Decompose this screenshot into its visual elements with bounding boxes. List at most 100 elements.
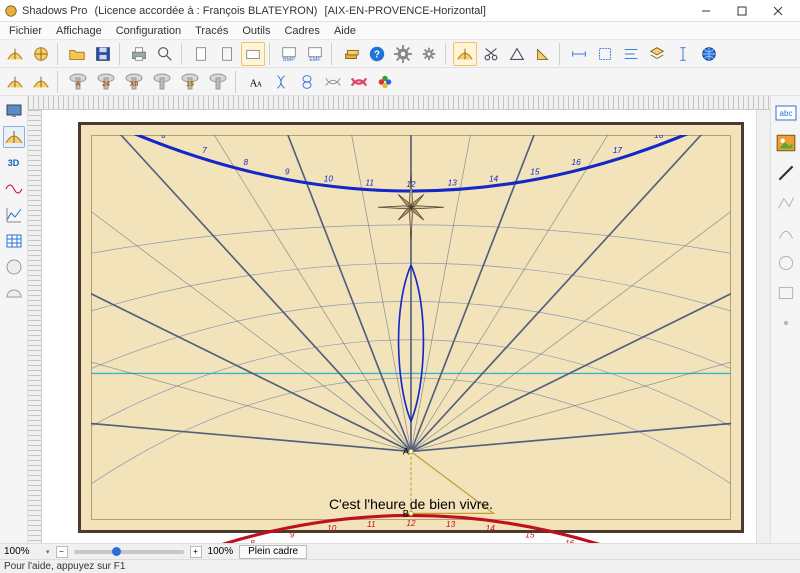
rect-tool-icon[interactable] <box>775 282 797 304</box>
line-tool-icon[interactable] <box>775 162 797 184</box>
thin-arc-icon[interactable] <box>321 70 345 94</box>
zoom-in-button[interactable]: + <box>190 546 202 558</box>
menu-cadres[interactable]: Cadres <box>277 24 326 38</box>
marker-tool-icon[interactable] <box>775 312 797 334</box>
view-screen-icon[interactable] <box>3 100 25 122</box>
text-box-icon[interactable]: abc <box>775 102 797 124</box>
svg-text:abc: abc <box>779 109 792 118</box>
canvas-wrap: 4567891011121314151617181920789101112131… <box>28 96 770 543</box>
page-size-icon[interactable] <box>215 42 239 66</box>
maximize-button[interactable] <box>724 1 760 21</box>
status-bar: Pour l'aide, appuyez sur F1 <box>0 559 800 573</box>
thick-arc-icon[interactable] <box>347 70 371 94</box>
main-area: 3D 4567891011121314151617181920789101112… <box>0 96 800 543</box>
export-bmp-icon[interactable]: BMP <box>277 42 301 66</box>
dim-height-icon[interactable] <box>671 42 695 66</box>
svg-text:16: 16 <box>565 539 575 543</box>
svg-text:8: 8 <box>244 158 249 167</box>
menu-affichage[interactable]: Affichage <box>49 24 109 38</box>
view-sundial-icon[interactable] <box>453 42 477 66</box>
view-protractor-icon[interactable] <box>3 282 25 304</box>
new-astrolabe-icon[interactable] <box>29 42 53 66</box>
svg-text:9: 9 <box>285 168 290 177</box>
settings-advanced-icon[interactable] <box>417 42 441 66</box>
font-style-icon[interactable]: AA <box>243 70 267 94</box>
gnomon-icon[interactable] <box>531 42 555 66</box>
svg-text:12: 12 <box>406 519 416 528</box>
settings-icon[interactable] <box>391 42 415 66</box>
open-icon[interactable] <box>65 42 89 66</box>
polyline-tool-icon[interactable] <box>775 192 797 214</box>
svg-text:13: 13 <box>446 520 456 529</box>
view-table-icon[interactable] <box>3 230 25 252</box>
figure8-icon[interactable] <box>295 70 319 94</box>
hour-arabic-icon[interactable]: A <box>65 70 91 94</box>
new-sundial-icon[interactable] <box>3 42 27 66</box>
titlebar: Shadows Pro (Licence accordée à : Franço… <box>0 0 800 22</box>
thumb-sundial-a-icon[interactable] <box>3 70 27 94</box>
menu-fichier[interactable]: Fichier <box>2 24 49 38</box>
hour-circle-icon[interactable] <box>149 70 175 94</box>
minimize-button[interactable] <box>688 1 724 21</box>
hour-15-icon[interactable]: 15 <box>177 70 203 94</box>
close-button[interactable] <box>760 1 796 21</box>
svg-text:?: ? <box>374 49 380 60</box>
scrollbar-vertical[interactable] <box>756 110 770 543</box>
svg-text:9: 9 <box>290 530 295 539</box>
menu-outils[interactable]: Outils <box>235 24 277 38</box>
motto-text: C'est l'heure de bien vivre. <box>81 496 741 512</box>
hour-blank-icon[interactable] <box>205 70 231 94</box>
status-help-text: Pour l'aide, appuyez sur F1 <box>4 561 125 572</box>
zoom-percent-field[interactable]: 100% <box>4 546 40 557</box>
image-insert-icon[interactable] <box>775 132 797 154</box>
svg-text:14: 14 <box>489 174 499 183</box>
drawing-canvas[interactable]: 4567891011121314151617181920789101112131… <box>42 110 756 543</box>
sundial-frame: 4567891011121314151617181920789101112131… <box>78 122 744 533</box>
thumb-sundial-b-icon[interactable] <box>29 70 53 94</box>
svg-text:8: 8 <box>250 539 255 543</box>
app-name: Shadows Pro <box>22 5 87 17</box>
toolbar-main: BMP EMF? <box>0 40 800 68</box>
view-graph-icon[interactable] <box>3 204 25 226</box>
toolbar-styles: A24XII 15 AA <box>0 68 800 96</box>
view-equation-icon[interactable] <box>3 178 25 200</box>
dim-width-icon[interactable] <box>567 42 591 66</box>
zoom-out-button[interactable]: − <box>56 546 68 558</box>
cut-icon[interactable] <box>479 42 503 66</box>
dim-align-icon[interactable] <box>619 42 643 66</box>
hour-24-icon[interactable]: 24 <box>93 70 119 94</box>
page-landscape-icon[interactable] <box>241 42 265 66</box>
hour-roman-icon[interactable]: XII <box>121 70 147 94</box>
globe-icon[interactable] <box>697 42 721 66</box>
view-3d-icon[interactable]: 3D <box>3 152 25 174</box>
svg-text:11: 11 <box>365 179 374 188</box>
svg-text:BMP: BMP <box>283 57 295 63</box>
svg-text:14: 14 <box>486 524 496 533</box>
right-toolbox: abc <box>770 96 800 543</box>
menu-configuration[interactable]: Configuration <box>109 24 188 38</box>
save-icon[interactable] <box>91 42 115 66</box>
arc-tool-icon[interactable] <box>775 222 797 244</box>
view-sundial-face-icon[interactable] <box>3 126 25 148</box>
print-icon[interactable] <box>127 42 151 66</box>
zoom-slider[interactable] <box>74 550 184 554</box>
license-scope: (Licence accordée à : François BLATEYRON… <box>95 5 318 17</box>
full-frame-button[interactable]: Plein cadre <box>239 545 307 559</box>
export-emf-icon[interactable]: EMF <box>303 42 327 66</box>
ruler-horizontal <box>28 96 770 110</box>
svg-text:15: 15 <box>525 530 535 539</box>
menu-tracés[interactable]: Tracés <box>188 24 235 38</box>
print-preview-icon[interactable] <box>153 42 177 66</box>
dna-lines-icon[interactable] <box>269 70 293 94</box>
view-compass-icon[interactable] <box>3 256 25 278</box>
layer-1-icon[interactable] <box>645 42 669 66</box>
color-palette-icon[interactable] <box>373 70 397 94</box>
left-toolbox: 3D <box>0 96 28 543</box>
circle-tool-icon[interactable] <box>775 252 797 274</box>
menu-aide[interactable]: Aide <box>327 24 363 38</box>
help-icon[interactable]: ? <box>365 42 389 66</box>
triangle-icon[interactable] <box>505 42 529 66</box>
dim-full-icon[interactable] <box>593 42 617 66</box>
set-origin-icon[interactable] <box>339 42 363 66</box>
copy-icon[interactable] <box>189 42 213 66</box>
